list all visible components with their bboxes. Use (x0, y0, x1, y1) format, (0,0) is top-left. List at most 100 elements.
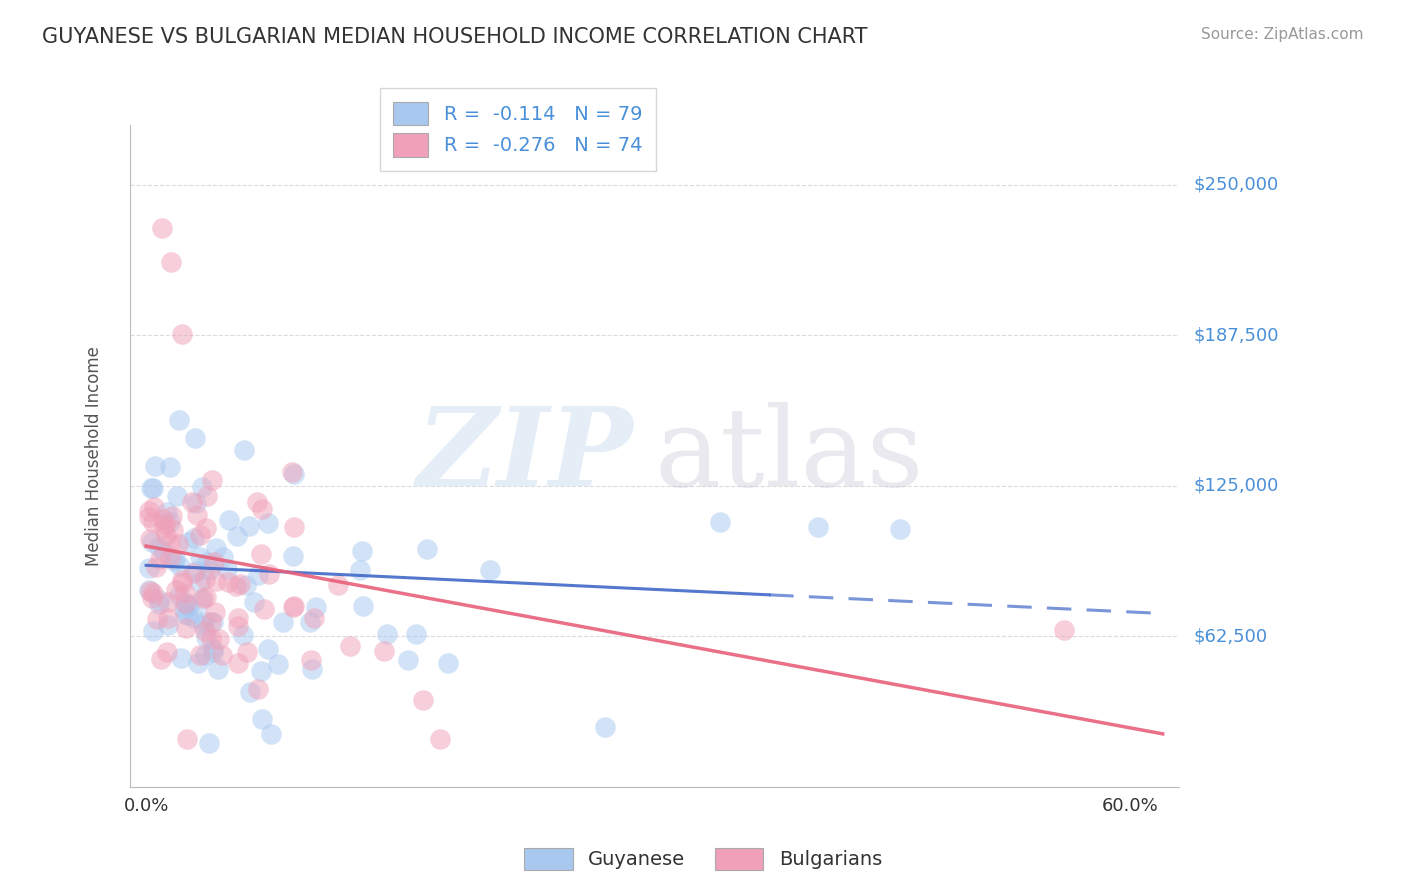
Point (326, 578, 349, 592)
Point (169, 413, 191, 427)
Point (250, 547, 273, 561)
Point (405, 627, 427, 641)
Point (142, 515, 165, 529)
Point (176, 731, 198, 746)
Point (200, 615, 222, 629)
Point (148, 592, 170, 607)
Point (145, 612, 167, 626)
Text: atlas: atlas (654, 402, 924, 509)
Point (159, 536, 181, 550)
Point (201, 615, 224, 629)
Point (257, 516, 280, 530)
Point (195, 489, 218, 503)
Point (190, 575, 212, 590)
Point (159, 550, 181, 565)
Text: $187,500: $187,500 (1194, 326, 1278, 344)
Point (1053, 624, 1076, 638)
Point (177, 607, 200, 622)
Point (183, 610, 205, 624)
Point (194, 648, 217, 662)
Point (181, 566, 204, 580)
Point (191, 480, 214, 494)
Point (172, 327, 194, 342)
Point (200, 632, 222, 647)
Point (173, 597, 195, 611)
Text: $125,000: $125,000 (1194, 477, 1278, 495)
Point (169, 590, 191, 604)
Point (207, 662, 229, 676)
Point (180, 495, 202, 509)
Point (174, 621, 197, 635)
Point (246, 568, 269, 582)
Point (807, 520, 830, 534)
Point (249, 665, 271, 679)
Text: GUYANESE VS BULGARIAN MEDIAN HOUSEHOLD INCOME CORRELATION CHART: GUYANESE VS BULGARIAN MEDIAN HOUSEHOLD I… (42, 27, 868, 46)
Point (160, 508, 183, 523)
Point (184, 431, 207, 445)
Point (148, 540, 170, 554)
Point (415, 542, 437, 557)
Point (156, 645, 179, 659)
Point (163, 554, 186, 568)
Point (232, 627, 254, 641)
Point (170, 651, 193, 665)
Text: $62,500: $62,500 (1194, 627, 1267, 645)
Point (194, 590, 217, 604)
Point (142, 481, 165, 495)
Point (218, 513, 240, 527)
Point (153, 545, 176, 559)
Point (281, 465, 304, 479)
Point (170, 573, 193, 587)
Point (179, 599, 201, 613)
Point (174, 607, 197, 621)
Point (159, 255, 181, 269)
Point (153, 521, 176, 535)
Point (250, 502, 273, 516)
Point (156, 618, 179, 632)
Point (186, 496, 208, 510)
Point (142, 586, 165, 600)
Point (173, 602, 195, 616)
Point (159, 459, 181, 474)
Legend: R =  -0.114   N = 79, R =  -0.276   N = 74: R = -0.114 N = 79, R = -0.276 N = 74 (380, 88, 657, 170)
Point (709, 515, 731, 529)
Point (247, 681, 270, 696)
Point (174, 585, 197, 599)
Point (211, 648, 233, 662)
Point (225, 529, 247, 543)
Point (165, 552, 187, 566)
Point (166, 489, 188, 503)
Point (138, 504, 160, 518)
Point (159, 515, 181, 529)
Point (204, 606, 226, 620)
Point (299, 615, 322, 629)
Point (138, 560, 160, 574)
Point (197, 563, 219, 577)
Point (156, 505, 179, 519)
Point (198, 737, 221, 751)
Point (352, 544, 374, 558)
Point (143, 458, 166, 473)
Point (889, 522, 911, 536)
Text: ZIP: ZIP (416, 402, 634, 509)
Point (299, 653, 322, 667)
Point (141, 591, 163, 606)
Point (145, 559, 167, 574)
Point (412, 692, 434, 706)
Point (302, 611, 325, 625)
Point (271, 615, 294, 630)
Point (301, 662, 323, 676)
Point (190, 593, 212, 607)
Point (257, 642, 280, 657)
Point (191, 591, 214, 605)
Point (139, 481, 162, 495)
Point (148, 597, 170, 611)
Point (162, 523, 184, 537)
Point (195, 630, 218, 644)
Point (349, 563, 371, 577)
Point (165, 582, 187, 597)
Point (225, 579, 247, 593)
Point (188, 648, 211, 662)
Point (283, 599, 305, 614)
Point (429, 731, 451, 746)
